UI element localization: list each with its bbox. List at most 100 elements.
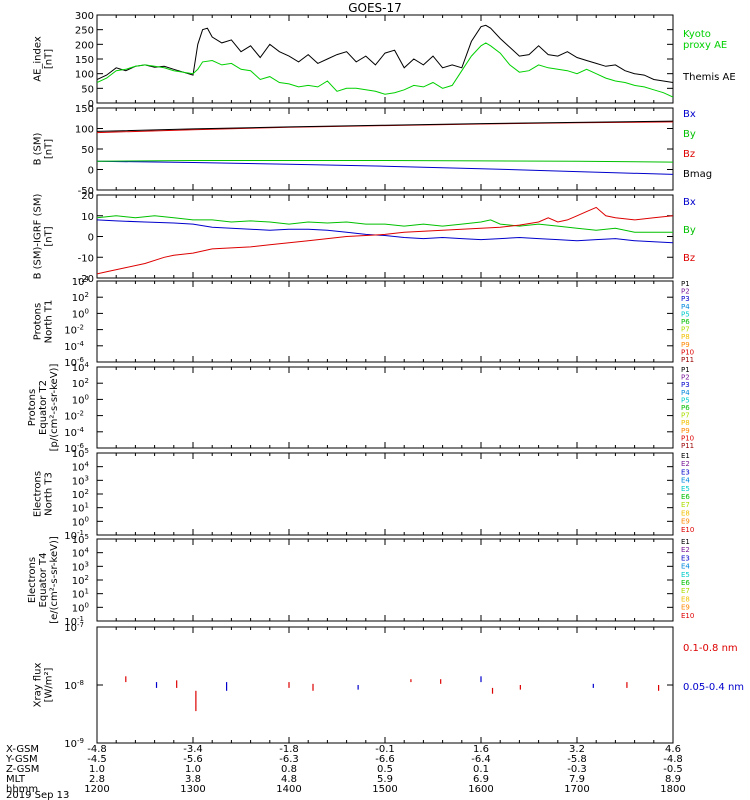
y-tick-label: 20: [81, 191, 94, 202]
legend-e1: E1: [681, 538, 690, 546]
y-axis-label: North T1: [44, 300, 55, 344]
footer-value: 1400: [276, 784, 301, 795]
legend-0.1-0.8-nm: 0.1-0.8 nm: [683, 643, 738, 654]
legend-bx: Bx: [683, 109, 696, 120]
footer-value: -0.1: [375, 744, 395, 755]
series-line-by: [97, 215, 673, 233]
legend-p10: P10: [681, 434, 694, 442]
y-axis-label: [e/(cm²-s-sr-keV)]: [49, 536, 60, 624]
legend-p8: P8: [681, 333, 690, 341]
y-axis-label: Protons: [27, 389, 38, 426]
legend-p9: P9: [681, 341, 690, 349]
footer-value: 4.8: [281, 774, 297, 785]
panel-bigrf: -20 -10 0 10 20 B (SM)-IGRF (SM) [nT] Bx By Bz: [33, 191, 696, 285]
y-tick-label: -10: [78, 253, 94, 264]
y-axis-label: B (SM)-IGRF (SM): [33, 194, 44, 280]
legend-e10: E10: [681, 612, 694, 620]
legend-e8: E8: [681, 509, 690, 517]
panel-frame: [96, 626, 674, 744]
series-line-by: [97, 160, 673, 163]
y-tick-label: 103: [72, 474, 89, 487]
footer-value: 1200: [84, 784, 109, 795]
footer-value: -4.8: [663, 754, 683, 765]
legend-e8: E8: [681, 595, 690, 603]
y-tick-label: 100: [75, 70, 94, 81]
footer-value: 1300: [180, 784, 205, 795]
panel-data: [125, 676, 660, 712]
footer-value: 5.9: [377, 774, 393, 785]
y-axis-label: [nT]: [44, 226, 55, 246]
y-tick-label: 105: [72, 533, 89, 546]
series-line-bz: [97, 121, 673, 134]
footer-value: 0.8: [281, 764, 297, 775]
panel-pn: 104 102 100 10-2 10-4 10-6 Protons North T1 P1P2…: [33, 275, 695, 369]
legend-p5: P5: [681, 310, 690, 318]
y-tick-label: 10-2: [64, 410, 84, 423]
legend-by: By: [683, 225, 696, 236]
legend-p7: P7: [681, 326, 690, 334]
legend-p11: P11: [681, 356, 694, 364]
legend-e4: E4: [681, 477, 690, 485]
y-tick-label: -50: [78, 186, 94, 197]
legend-kyoto-proxy-ae: Kyoto: [683, 29, 711, 40]
y-tick-label: 150: [75, 55, 94, 66]
footer-value: -5.8: [567, 754, 587, 765]
footer-value: -5.6: [183, 754, 203, 765]
panel-frame: [96, 14, 674, 104]
legend-by: By: [683, 129, 696, 140]
legend-e6: E6: [681, 579, 690, 587]
footer-value: 3.2: [569, 744, 585, 755]
panel-frame: [96, 107, 674, 191]
y-tick-label: 150: [75, 104, 94, 115]
y-tick-label: 10-2: [64, 324, 84, 337]
legend-p5: P5: [681, 396, 690, 404]
footer-value: -4.8: [87, 744, 107, 755]
y-tick-label: 100: [72, 307, 89, 320]
y-tick-label: 0: [88, 99, 94, 110]
y-tick-label: 50: [81, 84, 94, 95]
legend-p1: P1: [681, 280, 690, 288]
y-axis-label: [nT]: [44, 139, 55, 159]
footer-value: 2.8: [89, 774, 105, 785]
footer-value: 8.9: [665, 774, 681, 785]
y-axis-label: [W/m²]: [44, 667, 55, 702]
y-tick-label: 103: [72, 560, 89, 573]
y-tick-label: 250: [75, 26, 94, 37]
legend-p1: P1: [681, 366, 690, 374]
legend-p2: P2: [681, 288, 690, 296]
panel-frame: [96, 280, 674, 363]
y-axis-label: Xray flux: [33, 663, 44, 708]
legend-bmag: Bmag: [683, 169, 712, 180]
y-tick-label: 102: [72, 377, 89, 390]
footer-value: -6.3: [279, 754, 299, 765]
legend-e2: E2: [681, 546, 690, 554]
footer-date: 2019 Sep 13: [6, 790, 69, 800]
legend-p4: P4: [681, 389, 690, 397]
legend-p3: P3: [681, 381, 690, 389]
panel-frame: [96, 538, 674, 622]
footer-row-label: MLT: [6, 774, 26, 785]
series-line-bmag: [97, 120, 673, 132]
y-axis-label: Equator T2: [38, 380, 49, 435]
panel-pe: 104 102 100 10-2 10-4 10-6 Protons Equator T2 [p…: [27, 361, 694, 455]
legend-e4: E4: [681, 563, 690, 571]
y-tick-label: 105: [72, 447, 89, 460]
footer-value: 0.1: [473, 764, 489, 775]
y-tick-label: 10-7: [64, 621, 84, 634]
footer-value: 1600: [468, 784, 493, 795]
y-axis-label: Protons: [33, 303, 44, 340]
footer-row-label: X-GSM: [6, 744, 39, 755]
footer-value: 1800: [660, 784, 685, 795]
panel-xray: 10-7 10-8 10-9 Xray flux [W/m²] 0.1-0.8 nm 0.0…: [33, 621, 745, 750]
legend-e10: E10: [681, 526, 694, 534]
y-tick-label: 10-6: [64, 442, 84, 455]
legend-bz: Bz: [683, 149, 695, 160]
legend-e9: E9: [681, 604, 690, 612]
footer-value: 1500: [372, 784, 397, 795]
footer-value: 4.6: [665, 744, 681, 755]
footer-value: 6.9: [473, 774, 489, 785]
legend-kyoto-proxy-ae: proxy AE: [683, 40, 727, 51]
legend-p3: P3: [681, 295, 690, 303]
